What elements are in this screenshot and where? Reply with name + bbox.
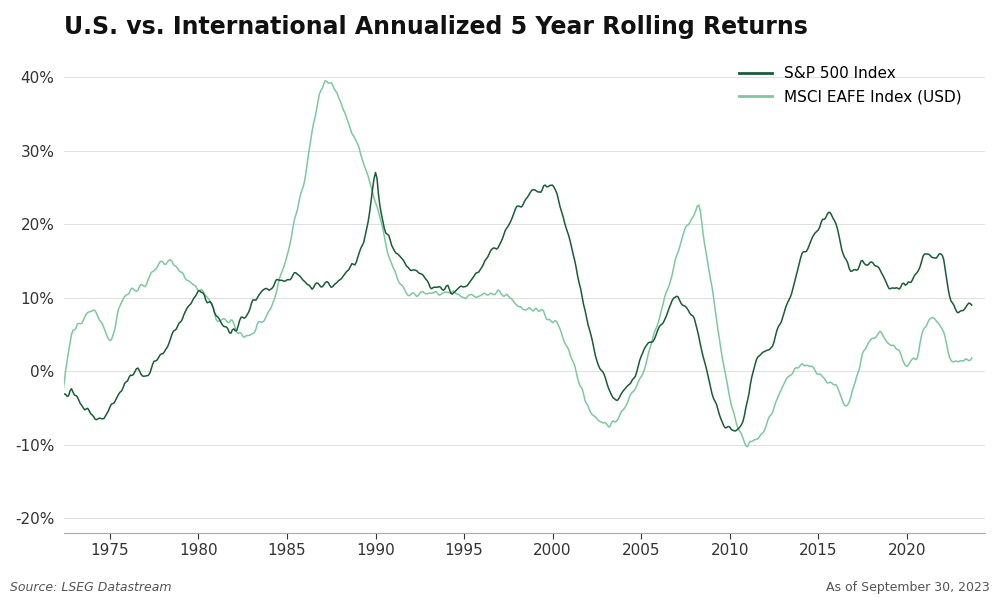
Line: S&P 500 Index: S&P 500 Index xyxy=(57,173,972,431)
Text: Source: LSEG Datastream: Source: LSEG Datastream xyxy=(10,581,172,594)
Text: U.S. vs. International Annualized 5 Year Rolling Returns: U.S. vs. International Annualized 5 Year… xyxy=(64,15,808,39)
Text: As of September 30, 2023: As of September 30, 2023 xyxy=(826,581,990,594)
Legend: S&P 500 Index, MSCI EAFE Index (USD): S&P 500 Index, MSCI EAFE Index (USD) xyxy=(732,60,968,110)
Line: MSCI EAFE Index (USD): MSCI EAFE Index (USD) xyxy=(57,81,972,447)
